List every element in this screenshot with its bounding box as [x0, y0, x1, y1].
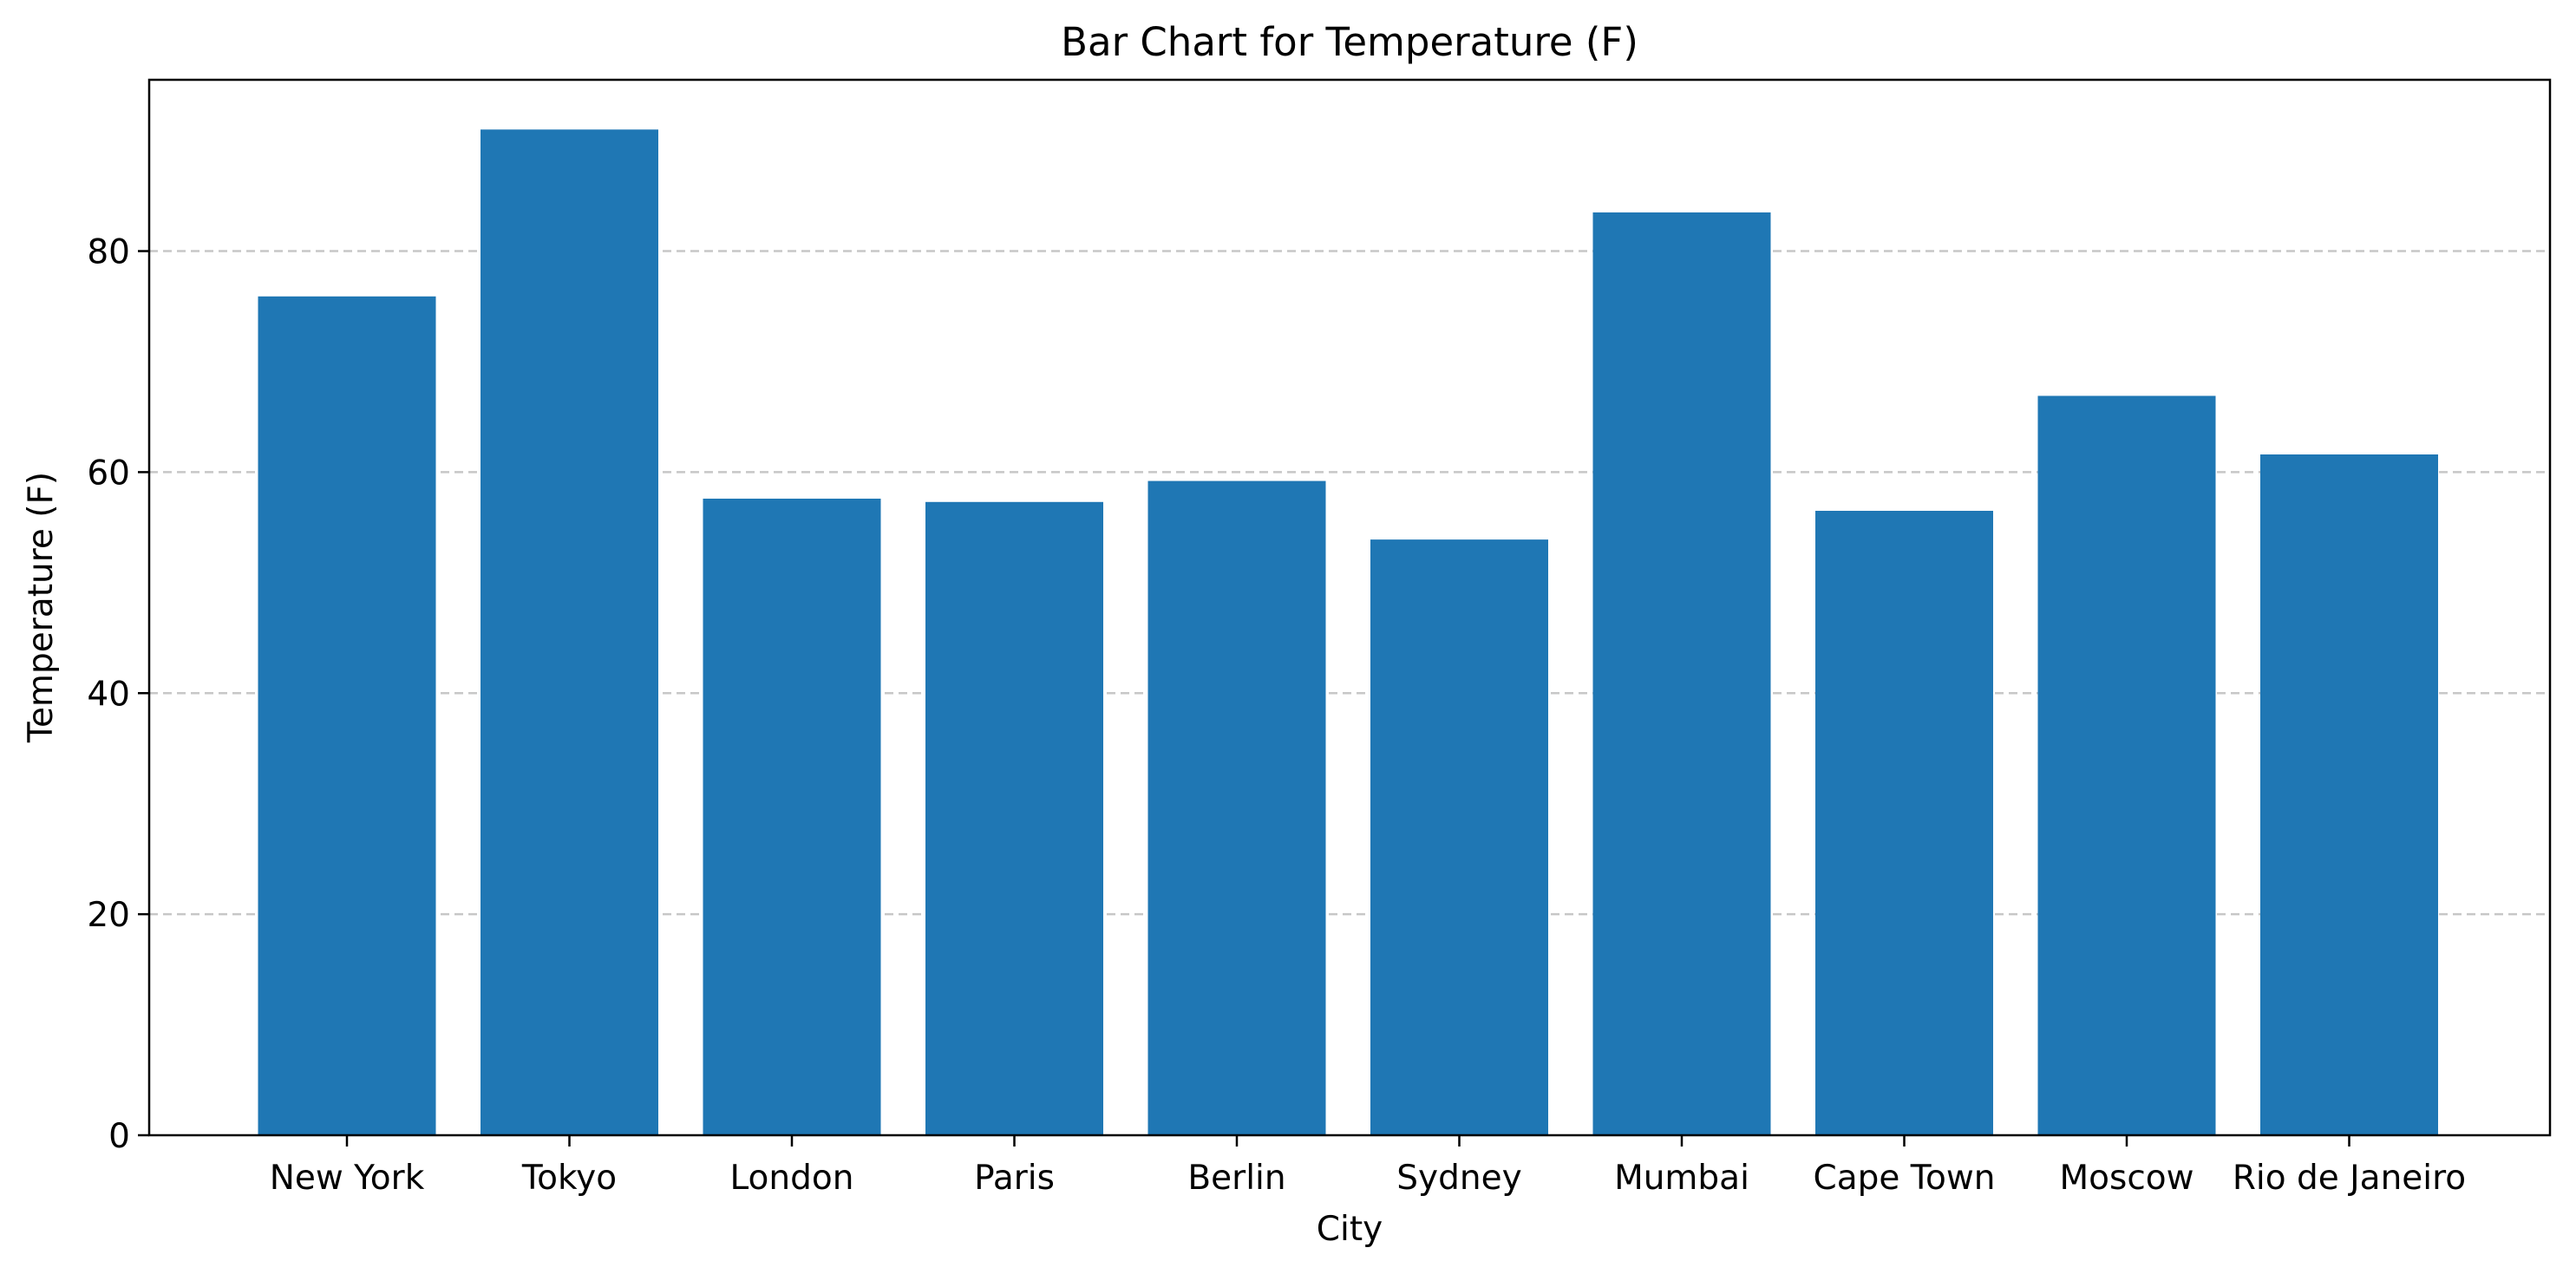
x-axis-label: City — [1317, 1210, 1383, 1249]
x-tick-label: Sydney — [1396, 1159, 1521, 1198]
x-tick-label: Berlin — [1187, 1159, 1285, 1198]
x-tick-label: Rio de Janeiro — [2233, 1159, 2466, 1198]
bar — [703, 498, 881, 1135]
y-tick-label: 0 — [108, 1117, 130, 1156]
plot-frame — [147, 78, 2552, 1137]
bar — [925, 501, 1103, 1135]
y-tick-label: 20 — [87, 896, 130, 935]
x-axis-ticks: New York Tokyo London Paris Berlin Sydney Mumb… — [270, 1135, 2466, 1198]
bar — [1815, 510, 1993, 1135]
bars — [258, 129, 2438, 1135]
x-tick-label: Tokyo — [521, 1159, 617, 1198]
x-tick-label: Paris — [974, 1159, 1055, 1198]
y-axis-label: Temperature (F) — [22, 472, 61, 743]
x-tick-label: Mumbai — [1614, 1159, 1749, 1198]
bar — [481, 129, 658, 1135]
bar — [2037, 395, 2216, 1135]
x-tick-label: Moscow — [2059, 1159, 2194, 1198]
bar — [1147, 480, 1326, 1135]
x-tick-label: London — [730, 1159, 854, 1198]
y-axis-ticks: 0 20 40 60 80 — [87, 233, 149, 1156]
bar — [1592, 212, 1771, 1135]
bar — [258, 296, 436, 1135]
x-tick-label: New York — [270, 1159, 425, 1198]
bar — [1370, 539, 1548, 1135]
y-tick-label: 40 — [87, 675, 130, 714]
chart-title: Bar Chart for Temperature (F) — [1061, 19, 1638, 65]
x-tick-label: Cape Town — [1814, 1159, 1996, 1198]
bar — [2260, 454, 2438, 1135]
y-tick-label: 80 — [87, 233, 130, 272]
y-tick-label: 60 — [87, 454, 130, 493]
